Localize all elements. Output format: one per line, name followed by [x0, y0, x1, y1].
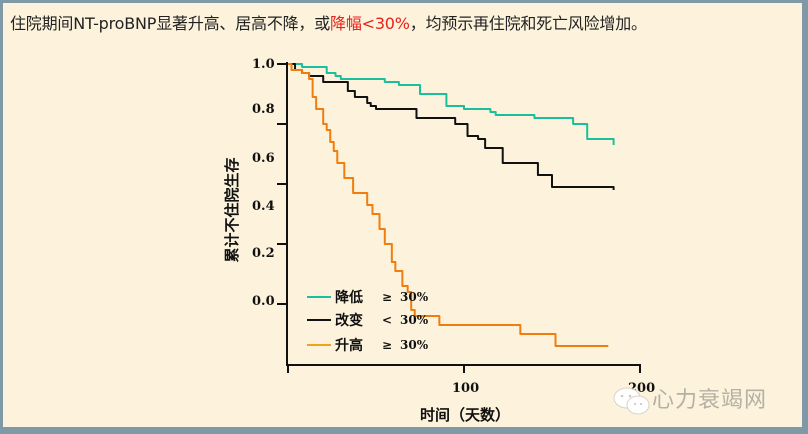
title-text-post: ，均预示再住院和死亡风险增加。	[409, 14, 647, 33]
x-axis-label: 时间（天数）	[420, 406, 510, 424]
y-tick-0.8: 0.8	[252, 102, 275, 117]
legend-op: <	[382, 313, 392, 327]
legend-op: ≥	[382, 290, 392, 304]
title-text-pre: 住院期间NT-proBNP显著升高、居高不降，或	[10, 14, 331, 33]
legend-label: 降低	[335, 289, 363, 306]
legend-value: 30%	[400, 313, 429, 327]
watermark-text: 心力衰竭网	[652, 388, 768, 413]
x-axis	[286, 364, 641, 373]
legend-item-decrease: 降低 ≥ 30%	[307, 289, 429, 306]
y-tick-0.2: 0.2	[252, 246, 275, 261]
curve-increase	[288, 63, 609, 347]
x-tick-100: 100	[452, 381, 479, 396]
legend-value: 30%	[400, 338, 429, 352]
legend-item-increase: 升高 ≥ 30%	[307, 337, 429, 354]
title-highlight: 降幅<30%	[330, 14, 410, 33]
curve-change	[288, 63, 615, 190]
y-tick-labels: 1.0 0.8 0.6 0.4 0.2 0.0	[252, 57, 275, 309]
y-axis	[277, 62, 288, 366]
y-tick-0.6: 0.6	[252, 151, 275, 166]
survival-curves	[288, 63, 615, 347]
y-tick-0.0: 0.0	[252, 294, 275, 309]
y-axis-label: 累计不住院生存	[223, 157, 241, 262]
chart-panel	[3, 3, 802, 427]
legend-op: ≥	[382, 338, 392, 352]
y-tick-0.4: 0.4	[252, 199, 275, 214]
legend-label: 升高	[335, 337, 363, 354]
wechat-icon	[613, 387, 650, 415]
legend: 降低 ≥ 30% 改变 < 30% 升高 ≥ 30%	[307, 289, 429, 354]
legend-value: 30%	[400, 290, 429, 304]
slide-title: 住院期间NT-proBNP显著升高、居高不降，或降幅<30%，均预示再住院和死亡…	[10, 10, 647, 34]
legend-label: 改变	[335, 312, 363, 329]
curve-decrease	[288, 63, 615, 145]
y-tick-1.0: 1.0	[252, 57, 275, 72]
legend-item-change: 改变 < 30%	[307, 312, 429, 329]
